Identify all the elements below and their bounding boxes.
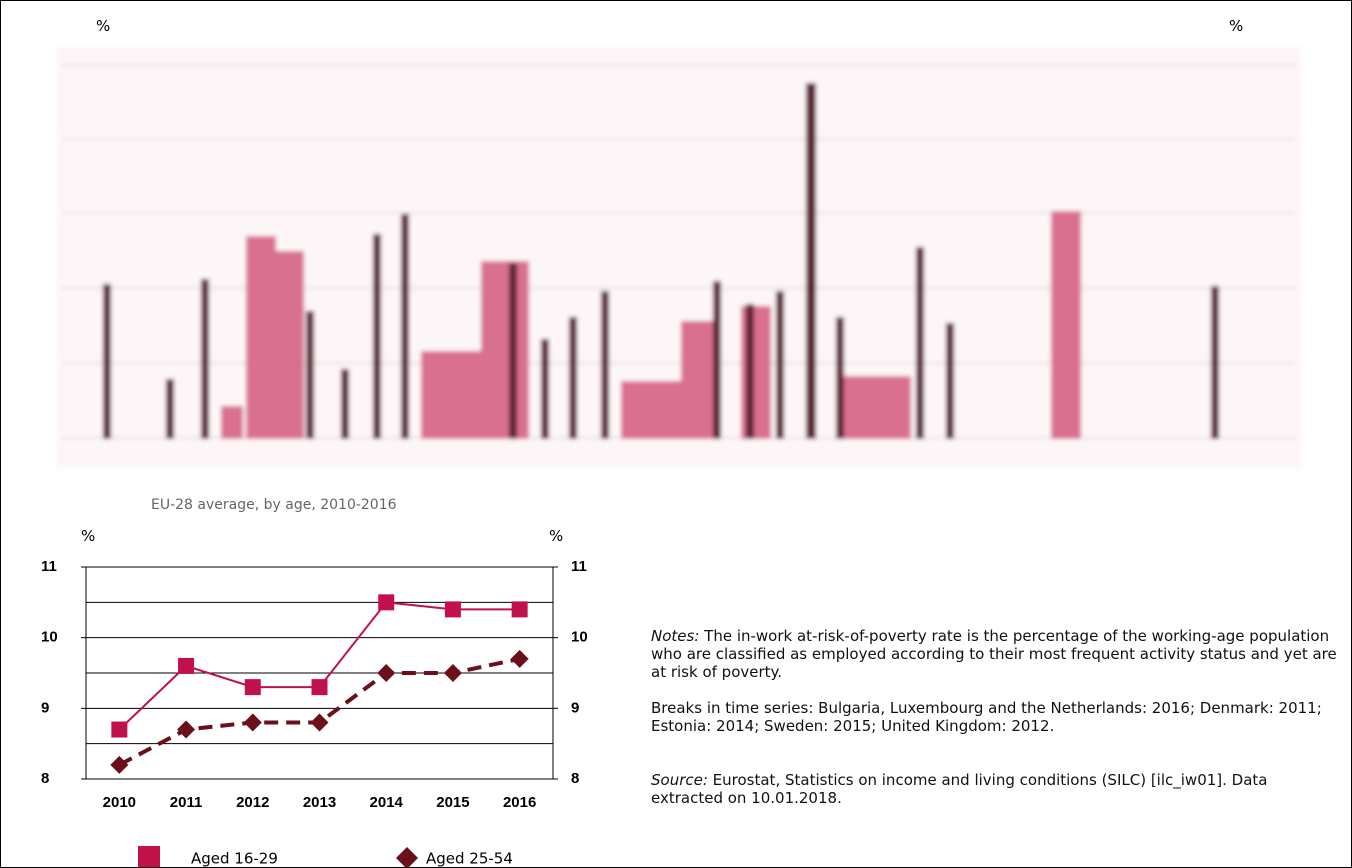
y2-tick-label: 8: [571, 770, 579, 787]
y2-tick-label: 9: [571, 699, 579, 716]
x-tick-label: 2016: [503, 794, 536, 811]
blurred-bar-chart: [56, 46, 1301, 469]
marker: [110, 755, 129, 774]
marker: [311, 679, 328, 696]
x-tick-label: 2014: [370, 794, 404, 811]
marker: [511, 601, 528, 618]
y-tick-label: 9: [41, 699, 49, 716]
marker: [111, 721, 128, 738]
y2-tick-label: 11: [571, 558, 587, 575]
y-tick-label: 10: [41, 629, 58, 646]
legend-label: Aged 25-54: [426, 850, 513, 868]
legend-marker: [396, 847, 418, 867]
y-tick-label: 11: [41, 558, 57, 575]
marker: [377, 664, 396, 682]
y-axis-label: %: [81, 527, 95, 545]
x-tick-label: 2010: [103, 794, 136, 811]
x-tick-label: 2013: [303, 794, 336, 811]
source-text: Eurostat, Statistics on income and livin…: [651, 771, 1268, 807]
legend-marker: [138, 846, 160, 867]
notes-label: Notes:: [651, 627, 700, 645]
marker: [444, 601, 461, 618]
plot-frame: [85, 566, 554, 780]
breaks: Breaks in time series: Bulgaria, Luxembo…: [651, 699, 1322, 735]
marker: [510, 649, 529, 668]
marker: [443, 664, 462, 682]
marker: [244, 679, 261, 696]
marker: [243, 713, 262, 732]
legend-label: Aged 16-29: [191, 850, 278, 868]
top-y-label-left: %: [96, 17, 110, 35]
y2-tick-label: 10: [571, 629, 588, 646]
notes-text: The in-work at-risk-of-poverty rate is t…: [651, 627, 1337, 681]
marker: [310, 713, 329, 732]
top-y-label-right: %: [1229, 17, 1243, 35]
y2-axis-label: %: [549, 527, 563, 545]
x-tick-label: 2012: [236, 794, 269, 811]
x-tick-label: 2015: [436, 794, 469, 811]
marker: [378, 594, 395, 611]
x-tick-label: 2011: [170, 794, 203, 811]
notes: Notes: The in-work at-risk-of-poverty ra…: [651, 627, 1341, 681]
marker: [178, 657, 195, 674]
source: Source: Eurostat, Statistics on income a…: [651, 771, 1341, 807]
marker: [177, 720, 196, 739]
chart-subtitle: EU-28 average, by age, 2010-2016: [151, 497, 397, 513]
y-tick-label: 8: [41, 770, 49, 787]
source-label: Source:: [651, 771, 708, 789]
